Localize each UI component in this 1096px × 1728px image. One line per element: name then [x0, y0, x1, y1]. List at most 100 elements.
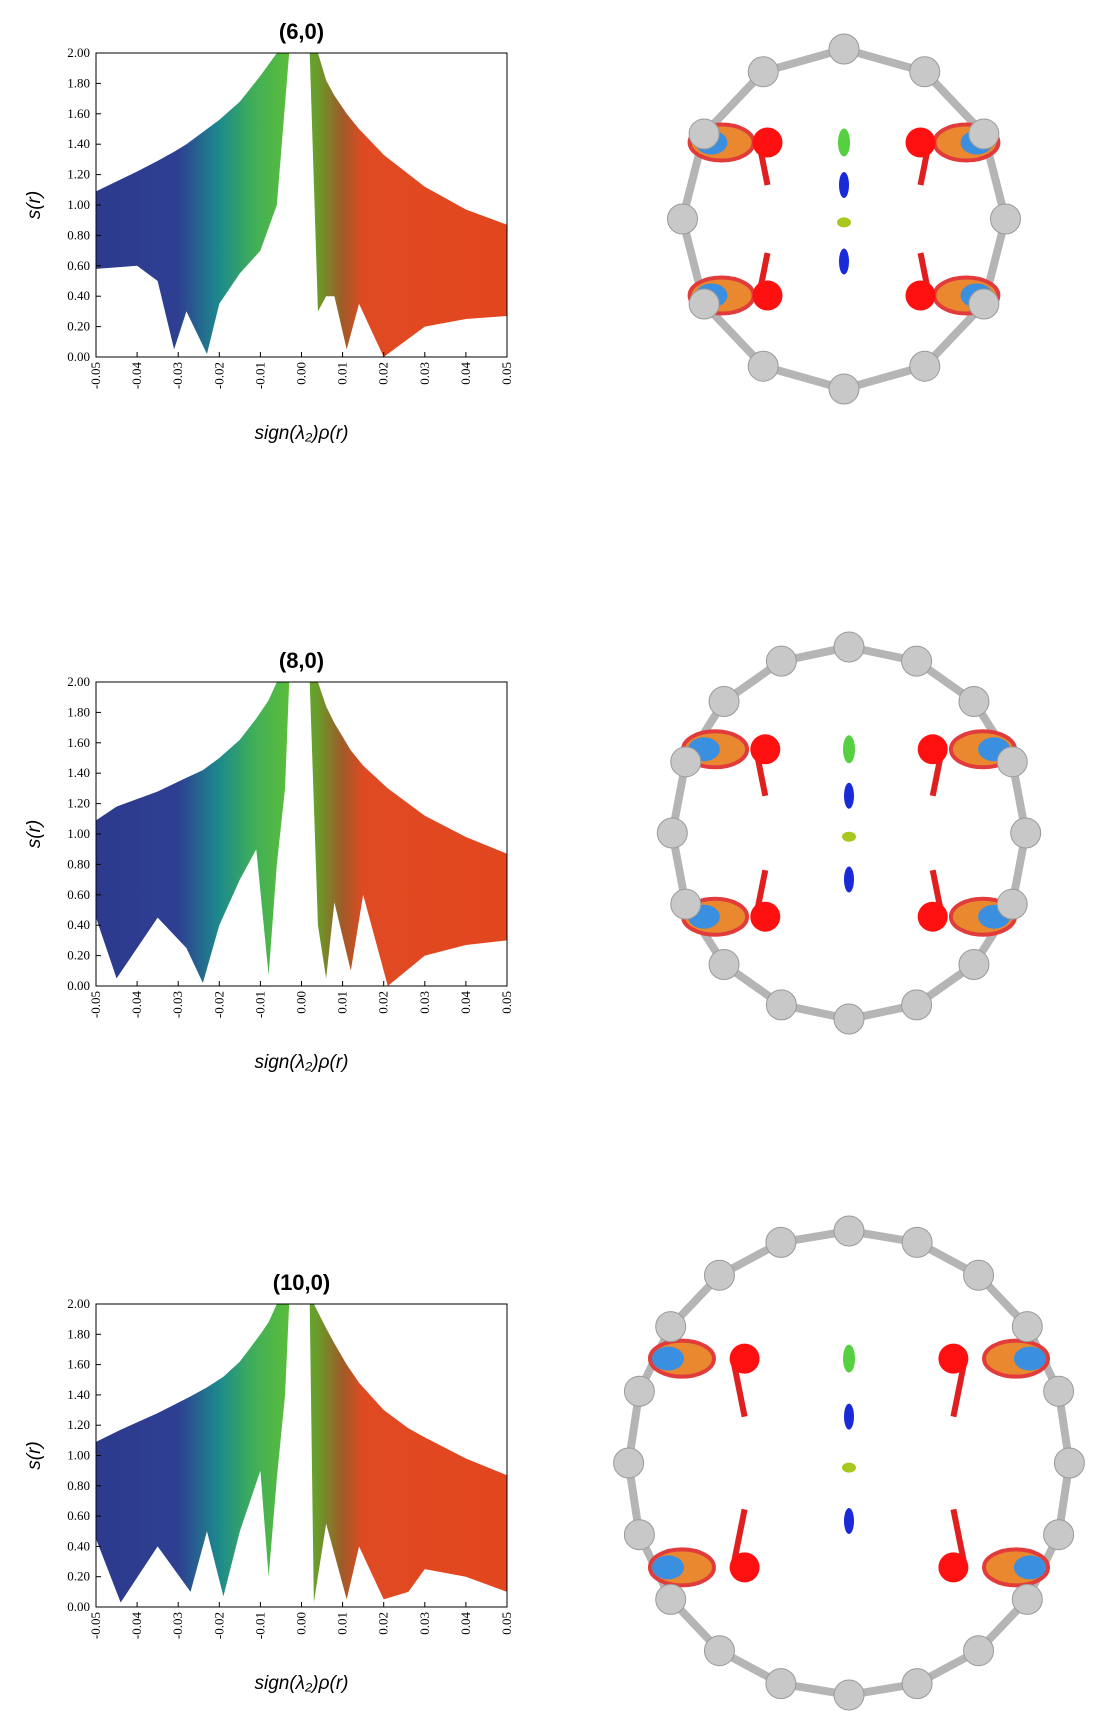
x-tick-label: 0.02 [376, 991, 391, 1014]
y-tick-label: 1.60 [67, 735, 90, 750]
x-tick-label: -0.02 [211, 991, 226, 1018]
x-axis-label: sign(λ₂)ρ(r) [255, 1673, 349, 1694]
carbon-atom [655, 1311, 687, 1343]
x-tick-label: 0.04 [458, 1612, 473, 1635]
carbon-atom [996, 888, 1028, 920]
y-tick-label: 0.40 [67, 917, 90, 932]
carbon-atom [963, 1635, 995, 1667]
x-tick-label: 0.03 [417, 991, 432, 1014]
carbon-atom [833, 1215, 865, 1247]
y-tick-label: 1.00 [67, 826, 90, 841]
y-axis-label: s(r) [24, 1441, 45, 1469]
y-tick-label: 2.00 [67, 1296, 90, 1311]
nci-area [96, 682, 507, 986]
carbon-atom [901, 1226, 933, 1258]
isosurface [838, 128, 850, 157]
chart-title: (10,0) [273, 1270, 330, 1295]
y-tick-label: 1.20 [67, 1417, 90, 1432]
isosurface [837, 217, 851, 228]
oxygen-atom [905, 127, 936, 158]
oxygen-atom [917, 901, 948, 932]
oxygen-atom [752, 280, 783, 311]
x-tick-label: -0.03 [170, 991, 185, 1018]
y-tick-label: 1.00 [67, 197, 90, 212]
carbon-atom [670, 746, 702, 778]
y-tick-label: 1.80 [67, 1326, 90, 1341]
carbon-atom [909, 56, 941, 88]
x-tick-label: 0.01 [335, 991, 350, 1014]
isosurface [844, 866, 854, 893]
x-tick-label: -0.03 [170, 362, 185, 389]
y-axis-label: s(r) [24, 191, 45, 219]
y-tick-label: 1.80 [67, 75, 90, 90]
y-tick-label: 0.80 [67, 1478, 90, 1493]
y-tick-label: 0.60 [67, 258, 90, 273]
x-axis-label: sign(λ₂)ρ(r) [255, 1052, 349, 1073]
carbon-atom [765, 645, 797, 677]
y-axis-label: s(r) [24, 820, 45, 848]
oxygen-atom [729, 1343, 760, 1374]
carbon-atom [708, 949, 740, 981]
carbon-atom [1011, 1311, 1043, 1343]
y-tick-label: 0.60 [67, 1508, 90, 1523]
carbon-atom [968, 118, 1000, 150]
carbon-atom [996, 746, 1028, 778]
carbon-atom [613, 1447, 645, 1479]
isosurface [1013, 1555, 1046, 1580]
carbon-atom [703, 1635, 735, 1667]
x-tick-label: 0.05 [499, 1612, 514, 1635]
carbon-atom [667, 203, 698, 235]
oxygen-atom [729, 1552, 760, 1583]
carbon-atom [968, 288, 1000, 320]
nci-area [96, 53, 507, 357]
y-tick-label: 0.20 [67, 948, 90, 963]
isosurface [652, 1346, 685, 1371]
carbon-atom [833, 1003, 865, 1035]
x-tick-label: -0.05 [88, 362, 103, 389]
y-tick-label: 0.00 [67, 1599, 90, 1614]
chart-title: (8,0) [279, 648, 324, 673]
carbon-atom [703, 1259, 735, 1291]
carbon-atom [623, 1519, 655, 1551]
carbon-atom [655, 1583, 687, 1615]
carbon-atom [901, 989, 933, 1021]
y-tick-label: 2.00 [67, 674, 90, 689]
carbon-atom [1043, 1519, 1075, 1551]
x-tick-label: -0.01 [252, 991, 267, 1018]
x-tick-label: 0.04 [458, 991, 473, 1014]
isosurface [842, 1462, 856, 1473]
y-tick-label: 0.80 [67, 856, 90, 871]
isosurface [839, 248, 849, 275]
x-tick-label: 0.03 [417, 362, 432, 385]
x-tick-label: -0.04 [129, 362, 144, 390]
carbon-atom [958, 949, 990, 981]
isosurface [844, 782, 854, 809]
carbon-atom [1010, 817, 1042, 849]
oxygen-atom [750, 901, 781, 932]
nci-area [96, 1304, 507, 1603]
x-tick-label: 0.03 [417, 1612, 432, 1635]
y-tick-label: 0.20 [67, 319, 90, 334]
oxygen-atom [750, 734, 781, 765]
y-tick-label: 1.60 [67, 106, 90, 121]
y-tick-label: 1.20 [67, 796, 90, 811]
carbon-atom [747, 350, 779, 382]
y-tick-label: 0.20 [67, 1569, 90, 1584]
carbon-atom [765, 1668, 797, 1700]
carbon-atom [833, 1679, 865, 1711]
isosurface [844, 1508, 854, 1534]
x-tick-label: -0.03 [170, 1612, 185, 1639]
carbon-atom [1043, 1375, 1075, 1407]
oxygen-atom [938, 1343, 969, 1374]
y-tick-label: 1.40 [67, 765, 90, 780]
carbon-atom [909, 350, 941, 382]
carbon-atom [670, 888, 702, 920]
y-tick-label: 1.60 [67, 1357, 90, 1372]
isosurface [844, 1403, 854, 1430]
oxygen-atom [752, 127, 783, 158]
y-tick-label: 0.60 [67, 887, 90, 902]
x-tick-label: 0.01 [335, 362, 350, 385]
x-tick-label: 0.04 [458, 362, 473, 385]
carbon-atom [958, 685, 990, 717]
x-tick-label: 0.05 [499, 362, 514, 385]
